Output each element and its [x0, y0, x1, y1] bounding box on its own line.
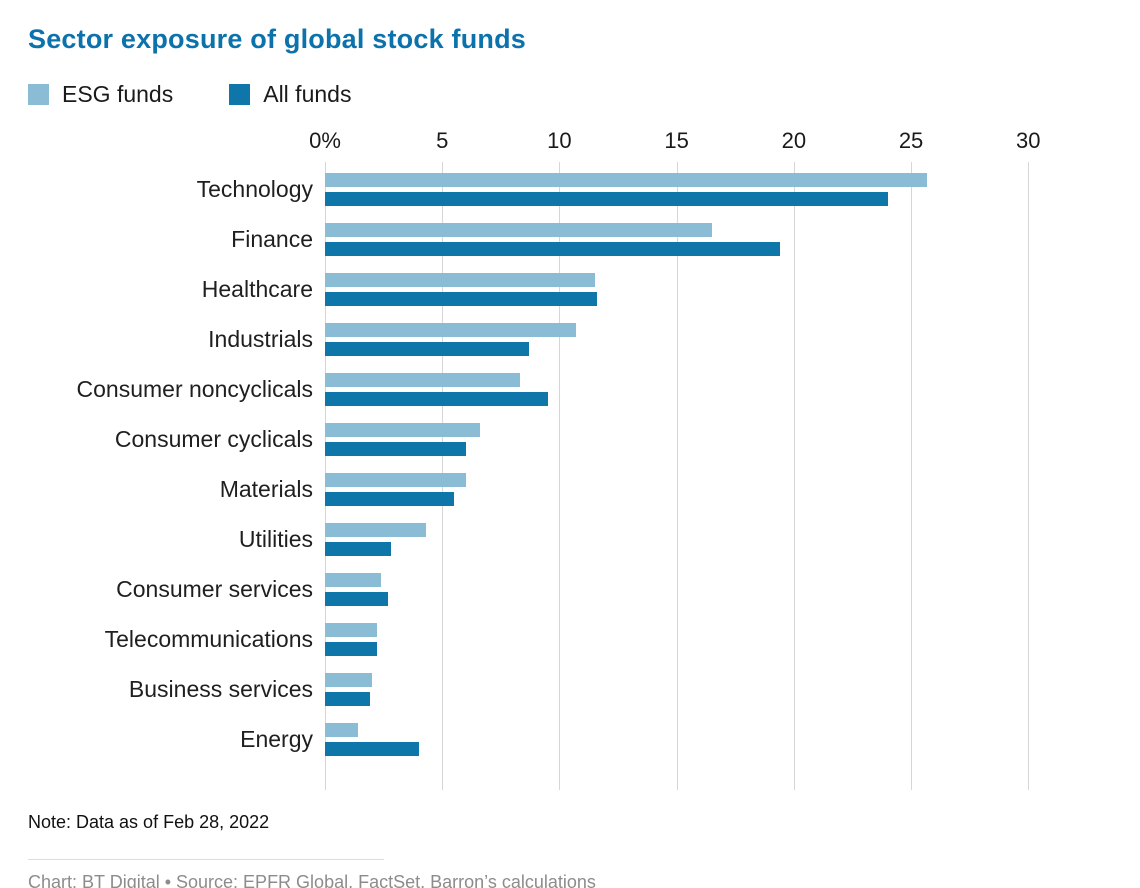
x-axis-ticks: 0% 5 10 15 20 25 30: [309, 126, 1041, 162]
category-label: Business services: [128, 675, 313, 702]
bar-esg-funds: [325, 172, 928, 187]
bar-group: [325, 222, 1040, 256]
bar-all-funds: [325, 491, 454, 506]
bar-all-funds: [325, 291, 597, 306]
bar-esg-funds: [325, 472, 466, 487]
x-tick-label: 30: [1016, 128, 1041, 153]
chart-row: Utilities: [28, 514, 1040, 564]
bar-all-funds: [325, 341, 529, 356]
bar-esg-funds: [325, 372, 520, 387]
gridline: [793, 162, 795, 790]
category-label: Utilities: [238, 525, 313, 552]
chart-row: Consumer services: [28, 564, 1040, 614]
bar-group: [325, 622, 1040, 656]
bar-all-funds: [325, 441, 466, 456]
bar-group: [325, 422, 1040, 456]
category-label: Materials: [219, 475, 313, 502]
legend-label-esg: ESG funds: [62, 81, 174, 107]
chart-row: Technology: [28, 164, 1040, 214]
bar-group: [325, 572, 1040, 606]
gridline: [911, 162, 913, 790]
legend-item-esg: ESG funds: [28, 81, 173, 108]
bar-group: [325, 272, 1040, 306]
bar-chart: 0% 5 10 15 20 25 30 Technology Finance Healthcar…: [28, 126, 1041, 790]
category-label: Telecommunications: [104, 625, 313, 652]
x-tick-label: 10: [547, 128, 572, 153]
chart-rows: Technology Finance Healthcare Industrials Co…: [28, 162, 1040, 790]
category-label: Energy: [240, 725, 313, 752]
category-label: Consumer services: [116, 575, 313, 602]
legend-item-all: All funds: [229, 81, 351, 108]
bar-esg-funds: [325, 672, 372, 687]
gridline: [676, 162, 678, 790]
chart-note: Note: Data as of Feb 28, 2022: [28, 812, 270, 832]
chart-row: Finance: [28, 214, 1040, 264]
chart-row: Industrials: [28, 314, 1040, 364]
category-label: Consumer cyclicals: [114, 425, 313, 452]
bar-esg-funds: [325, 322, 576, 337]
bar-all-funds: [325, 641, 377, 656]
chart-row: Materials: [28, 464, 1040, 514]
bar-all-funds: [325, 541, 391, 556]
chart-row: Healthcare: [28, 264, 1040, 314]
x-tick-label: 25: [898, 128, 924, 153]
bar-all-funds: [325, 391, 548, 406]
chart-row: Telecommunications: [28, 614, 1040, 664]
chart-credit: Chart: BT Digital • Source: EPFR Global,…: [28, 872, 596, 888]
bar-esg-funds: [325, 572, 382, 587]
gridline: [1028, 162, 1030, 790]
category-label: Industrials: [208, 325, 313, 352]
category-label: Healthcare: [201, 275, 313, 302]
bar-all-funds: [325, 591, 389, 606]
footer-divider: [28, 859, 384, 860]
chart-row: Consumer noncyclicals: [28, 364, 1040, 414]
bar-esg-funds: [325, 522, 426, 537]
bar-all-funds: [325, 241, 780, 256]
category-label: Technology: [196, 175, 313, 202]
category-label: Finance: [231, 225, 313, 252]
bar-group: [325, 472, 1040, 506]
bar-group: [325, 372, 1040, 406]
bar-esg-funds: [325, 222, 712, 237]
chart-row: Business services: [28, 664, 1040, 714]
category-label: Consumer noncyclicals: [76, 375, 313, 402]
legend-swatch-all: [229, 84, 251, 105]
gridline: [559, 162, 561, 790]
bar-all-funds: [325, 191, 888, 206]
chart-row: Consumer cyclicals: [28, 414, 1040, 464]
bar-esg-funds: [325, 272, 595, 287]
legend-label-all: All funds: [263, 81, 352, 107]
x-tick-label: 5: [436, 128, 449, 153]
x-tick-label: 0%: [309, 128, 341, 153]
bar-esg-funds: [325, 722, 358, 737]
bar-esg-funds: [325, 422, 480, 437]
bar-group: [325, 722, 1040, 756]
bar-group: [325, 172, 1040, 206]
chart-row: Energy: [28, 714, 1040, 764]
x-tick-label: 15: [664, 128, 689, 153]
bar-esg-funds: [325, 622, 377, 637]
bar-group: [325, 522, 1040, 556]
bar-group: [325, 672, 1040, 706]
plot-area: Technology Finance Healthcare Industrials Co…: [28, 162, 1040, 790]
x-tick-label: 20: [781, 128, 807, 153]
bar-all-funds: [325, 691, 370, 706]
legend-swatch-esg: [28, 84, 49, 105]
legend: ESG funds All funds: [28, 81, 1112, 108]
chart-title: Sector exposure of global stock funds: [28, 24, 526, 54]
bar-all-funds: [325, 741, 419, 756]
bar-group: [325, 322, 1040, 356]
